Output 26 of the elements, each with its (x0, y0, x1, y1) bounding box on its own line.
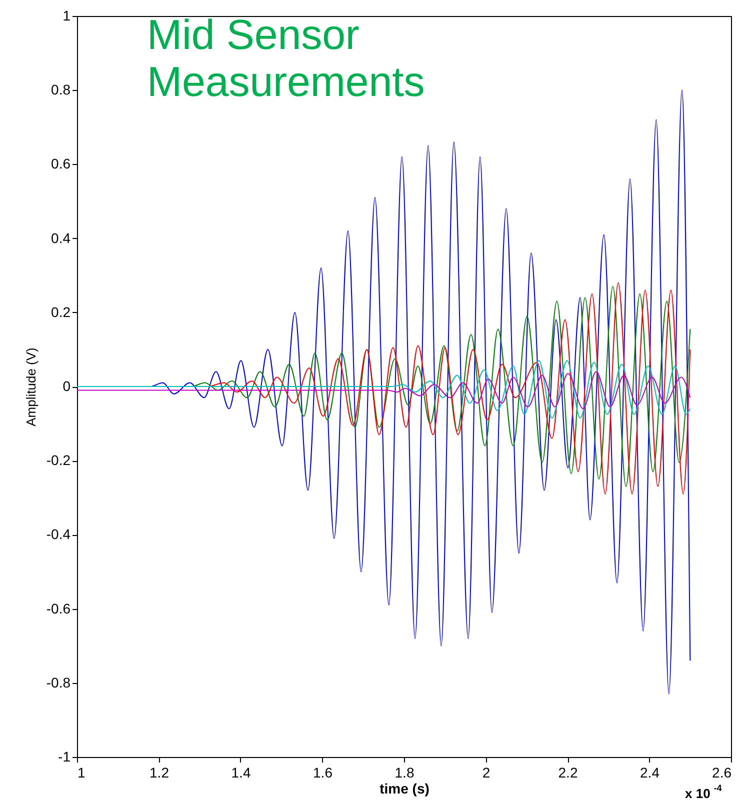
y-tick-label: -1 (58, 748, 71, 764)
chart-title: Mid Sensor Measurements (147, 11, 425, 105)
y-tick-label: 0.4 (51, 230, 71, 246)
line-series (77, 360, 691, 418)
y-tick-label: 1 (62, 8, 71, 24)
x-tick-label: 1.2 (150, 764, 170, 780)
x-tick-label: 2 (482, 764, 490, 780)
y-tick-label: -0.8 (46, 674, 71, 690)
x-tick-label: 2.6 (712, 764, 732, 780)
y-tick-label: 0 (62, 378, 71, 394)
line-series (77, 371, 691, 410)
x-tick-label: 1 (78, 764, 86, 780)
y-axis-title: Amplitude (V) (23, 348, 38, 426)
y-tick-label: -0.6 (46, 600, 71, 616)
y-tick-label: 0.6 (51, 156, 71, 172)
y-tick-label: -0.2 (46, 452, 71, 468)
x-tick-label: 2.2 (558, 764, 578, 780)
x-tick-label: 1.4 (231, 764, 251, 780)
text: x 10-4 (685, 783, 722, 801)
x-axis-title: time (s) (380, 780, 430, 796)
x-tick-label: 1.8 (394, 764, 414, 780)
y-tick-label: -0.4 (46, 526, 71, 542)
x-tick-label: 1.6 (313, 764, 333, 780)
y-tick-label: 0.8 (51, 82, 71, 98)
y-tick-label: 0.2 (51, 304, 71, 320)
x-tick-label: 2.4 (640, 764, 660, 780)
